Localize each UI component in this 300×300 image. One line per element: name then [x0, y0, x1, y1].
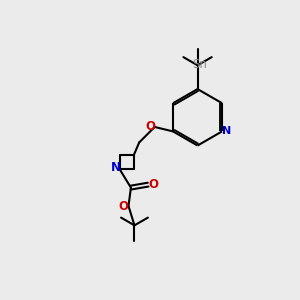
Text: O: O	[148, 178, 158, 191]
Text: N: N	[110, 161, 120, 175]
Text: O: O	[146, 120, 155, 133]
Text: O: O	[118, 200, 128, 213]
Text: Sn: Sn	[193, 58, 207, 71]
Text: N: N	[222, 126, 232, 136]
